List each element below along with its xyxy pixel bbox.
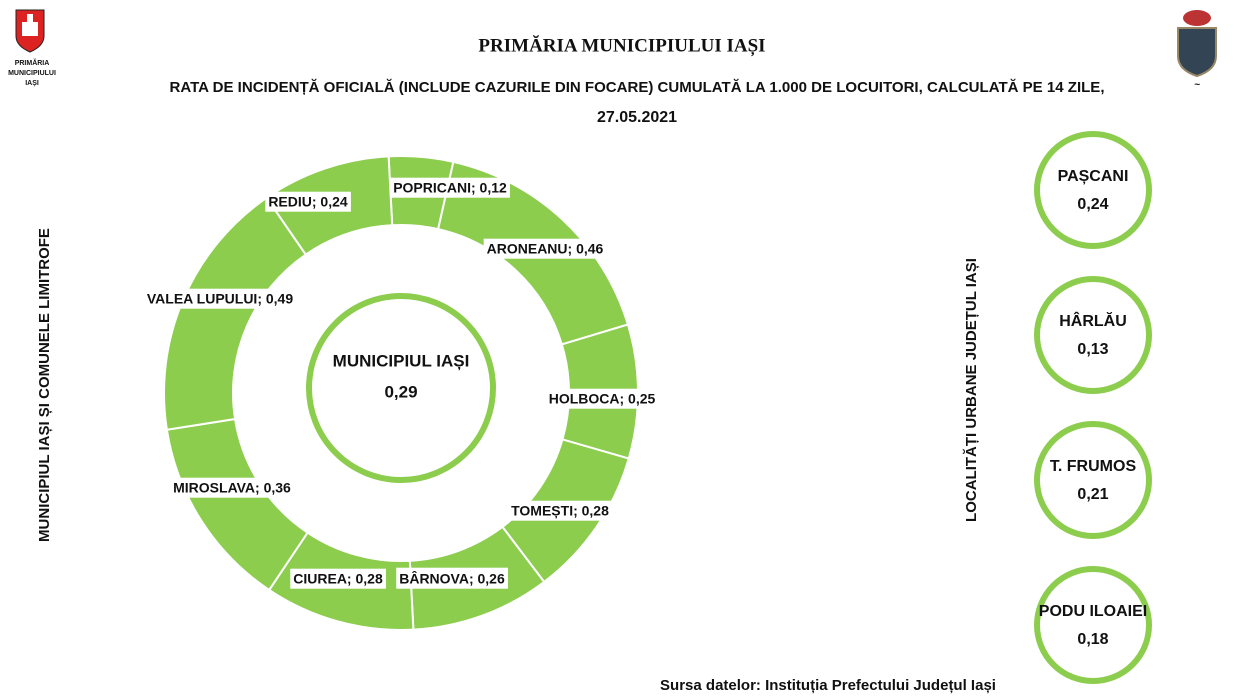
- label-box: [170, 477, 295, 498]
- title: RATA DE INCIDENȚĂ OFICIALĂ (INCLUDE CAZU…: [170, 79, 1105, 96]
- urban-name: PODU ILOAIEI: [1039, 603, 1147, 620]
- label-box: [143, 288, 297, 309]
- label-box: [290, 568, 386, 589]
- city-name: MUNICIPIUL IAȘI: [333, 351, 470, 370]
- label-box: [390, 177, 511, 198]
- axis-label: MUNICIPIUL IAȘI ȘI COMUNELE LIMITROFE: [36, 228, 53, 542]
- urban-title: LOCALITĂȚI URBANE JUDEȚUL IAȘI: [963, 258, 980, 522]
- urban-value: 0,18: [1077, 631, 1108, 648]
- org-title: PRIMĂRIA MUNICIPIULUI IAȘI: [478, 34, 765, 56]
- segment-label: POPRICANI; 0,12: [393, 180, 507, 196]
- svg-text:~: ~: [1194, 80, 1200, 91]
- title: 27.05.2021: [597, 109, 677, 126]
- urban-circle: [1034, 276, 1152, 394]
- urban-circle: [1034, 131, 1152, 249]
- label-box: [396, 567, 508, 589]
- city-circle: [306, 293, 496, 483]
- label-box: [545, 388, 659, 409]
- urban-value: 0,21: [1077, 486, 1108, 503]
- logo-caption: PRIMĂRIA: [15, 58, 50, 67]
- crest-logo: ~: [1177, 10, 1217, 91]
- source: Sursa datelor: Instituția Prefectului Ju…: [660, 677, 996, 694]
- segment-label: MIROSLAVA; 0,36: [173, 480, 291, 496]
- donut-segment: [165, 417, 309, 592]
- urban-list: PAȘCANI 0,24 HÂRLĂU 0,13 T. FRUMOS 0,21 PODU I…: [1034, 131, 1152, 684]
- segment-label: REDIU; 0,24: [268, 194, 348, 210]
- segment-label: ARONEANU; 0,46: [487, 241, 604, 257]
- segment-label: VALEA LUPULUI; 0,49: [147, 291, 293, 307]
- segment-label: BÂRNOVA; 0,26: [399, 570, 505, 587]
- label-box: [508, 500, 613, 521]
- urban-circle: [1034, 421, 1152, 539]
- city-logo: [15, 9, 45, 53]
- label-box: [265, 191, 351, 212]
- urban-value: 0,24: [1077, 196, 1108, 213]
- urban-circle: [1034, 566, 1152, 684]
- urban-name: T. FRUMOS: [1050, 458, 1137, 475]
- segment-label: HOLBOCA; 0,25: [549, 391, 656, 407]
- city-value: 0,29: [384, 382, 417, 401]
- label-box: [483, 238, 607, 259]
- logo-caption: MUNICIPIULUI: [8, 70, 56, 77]
- donut: POPRICANI; 0,12 ARONEANU; 0,46 HOLBOCA; 0,…: [143, 155, 659, 631]
- urban-name: PAȘCANI: [1058, 168, 1129, 185]
- segment-label: CIUREA; 0,28: [293, 571, 383, 587]
- segment-label: TOMEȘTI; 0,28: [511, 503, 609, 519]
- urban-name: HÂRLĂU: [1059, 311, 1127, 330]
- donut-segment: [163, 196, 308, 431]
- logo-caption: IAȘI: [25, 80, 39, 87]
- urban-value: 0,13: [1077, 341, 1108, 358]
